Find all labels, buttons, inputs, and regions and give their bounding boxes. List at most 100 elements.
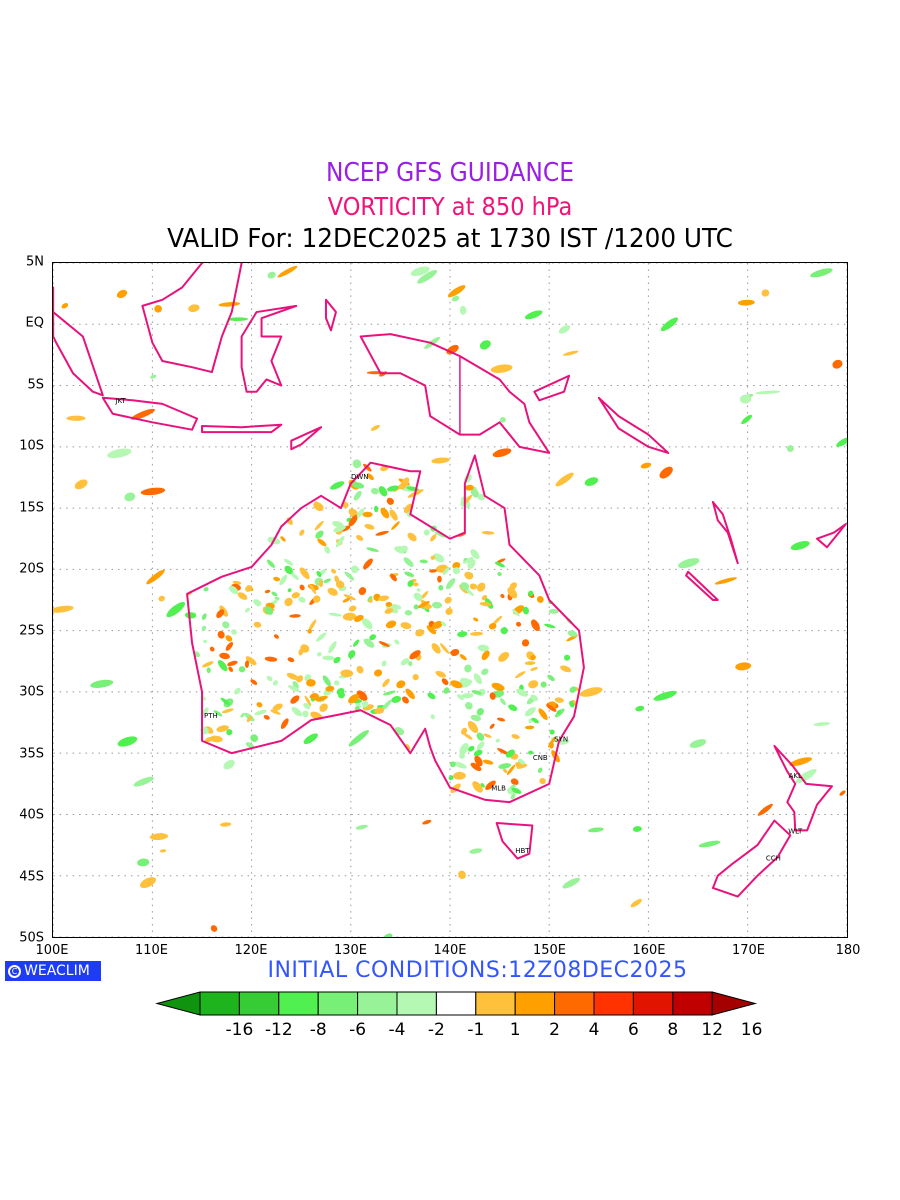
positive-vorticity-cell (384, 608, 394, 614)
positive-vorticity-cell (472, 781, 483, 793)
positive-vorticity-cell (299, 567, 310, 580)
colorbar-swatch (278, 991, 319, 1016)
negative-vorticity-cell (90, 679, 114, 688)
positive-vorticity-cell (209, 646, 215, 652)
negative-vorticity-cell (303, 702, 311, 710)
colorbar-label: 6 (628, 1020, 639, 1040)
positive-vorticity-cell (761, 289, 770, 297)
lon-label: 130E (333, 943, 368, 958)
positive-vorticity-cell (832, 359, 843, 369)
negative-vorticity-cell (336, 688, 345, 696)
positive-vorticity-cell (441, 678, 449, 686)
negative-vorticity-cell (434, 531, 447, 538)
positive-vorticity-cell (300, 644, 310, 653)
negative-vorticity-cell (369, 634, 377, 641)
positive-vorticity-cell (327, 587, 338, 596)
positive-vorticity-cell (216, 725, 229, 732)
negative-vorticity-cell (810, 268, 833, 278)
negative-vorticity-cell (291, 706, 303, 717)
positive-vorticity-cell (390, 573, 397, 582)
negative-vorticity-cell (107, 448, 132, 459)
positive-vorticity-cell (154, 305, 162, 313)
positive-vorticity-cell (515, 761, 523, 769)
negative-vorticity-cell (137, 858, 150, 867)
colorbar-swatch (238, 991, 280, 1016)
positive-vorticity-cell (256, 702, 263, 708)
positive-vorticity-cell (429, 569, 438, 573)
coastline-halmahera (324, 298, 337, 332)
negative-vorticity-cell (333, 656, 341, 664)
positive-vorticity-cell (286, 672, 299, 680)
lon-label: 160E (632, 943, 666, 958)
negative-vorticity-cell (315, 530, 324, 539)
positive-vorticity-cell (640, 462, 652, 469)
positive-vorticity-cell (452, 562, 461, 569)
positive-vorticity-cell (524, 661, 536, 666)
positive-vorticity-cell (560, 665, 572, 673)
positive-vorticity-cell (469, 583, 478, 590)
negative-vorticity-cell (352, 459, 362, 469)
positive-vorticity-cell (453, 771, 466, 780)
positive-vorticity-cell (290, 695, 300, 704)
negative-vorticity-cell (416, 588, 421, 592)
negative-vorticity-cell (569, 686, 577, 693)
negative-vorticity-cell (510, 793, 516, 800)
city-label: MLB (491, 784, 506, 792)
coastline-new-caledonia (685, 570, 719, 601)
coastline-sulawesi (240, 304, 298, 393)
positive-vorticity-cell (630, 898, 642, 908)
negative-vorticity-cell (660, 317, 678, 332)
negative-vorticity-cell (540, 681, 547, 688)
positive-vorticity-cell (403, 503, 413, 514)
negative-vorticity-cell (366, 547, 379, 552)
positive-vorticity-cell (492, 615, 503, 626)
negative-vorticity-cell (328, 612, 342, 617)
negative-vorticity-cell (253, 599, 262, 606)
positive-vorticity-cell (412, 674, 419, 681)
negative-vorticity-cell (497, 571, 502, 577)
city-labels: JKT DWN PTH SYN CNB MLB HBT AKL WLT CCH (114, 397, 803, 862)
positive-vorticity-cell (237, 592, 248, 600)
positive-vorticity-cell (61, 302, 69, 309)
city-label: PTH (204, 712, 218, 720)
city-label: HBT (515, 847, 530, 855)
positive-vorticity-cell (306, 679, 316, 687)
positive-vorticity-cell (579, 687, 603, 697)
positive-vorticity-cell (385, 620, 397, 629)
negative-vorticity-cell (316, 570, 322, 578)
negative-vorticity-cell (353, 490, 362, 501)
positive-vorticity-cell (314, 501, 320, 507)
positive-vorticity-cell (225, 642, 234, 651)
positive-vorticity-cell (366, 473, 374, 481)
positive-vorticity-cell (530, 655, 536, 661)
negative-vorticity-cell (378, 486, 388, 497)
negative-vorticity-cell (528, 750, 534, 755)
positive-vorticity-cell (358, 587, 367, 595)
positive-vorticity-cell (264, 656, 278, 662)
positive-vorticity-cell (284, 597, 293, 607)
positive-vorticity-cell (447, 285, 466, 298)
positive-vorticity-cell (158, 595, 165, 602)
negative-vorticity-cell (477, 493, 486, 501)
positive-vorticity-cell (362, 511, 373, 518)
positive-vorticity-cell (364, 524, 375, 530)
negative-vorticity-cell (371, 487, 379, 495)
negative-vorticity-cell (477, 644, 490, 652)
positive-vorticity-cell (219, 822, 232, 827)
positive-vorticity-cell (356, 665, 364, 674)
colorbar-label: 8 (667, 1020, 678, 1040)
negative-vorticity-cell (316, 651, 322, 657)
positive-vorticity-cell (659, 466, 673, 479)
negative-vorticity-cell (404, 610, 413, 616)
lat-label: 35S (19, 746, 44, 762)
negative-vorticity-cell (387, 485, 399, 492)
negative-vorticity-cell (250, 734, 259, 742)
negative-vorticity-cell (653, 690, 677, 701)
negative-vorticity-cell (228, 585, 239, 595)
positive-vorticity-cell (374, 669, 383, 677)
negative-vorticity-cell (468, 745, 475, 752)
negative-vorticity-cell (469, 848, 483, 854)
lon-label: 100E (35, 943, 69, 958)
negative-vorticity-cell (836, 437, 847, 447)
